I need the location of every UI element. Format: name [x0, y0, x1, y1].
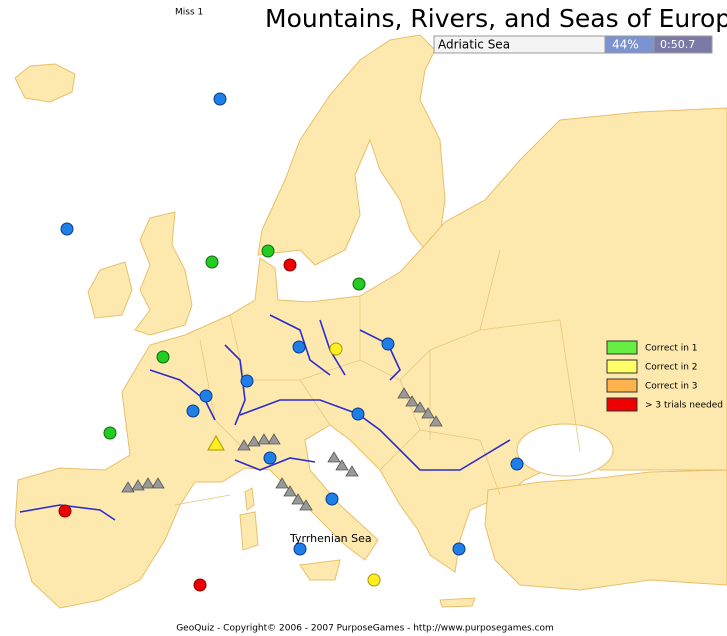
corsica	[244, 487, 255, 511]
sicily	[299, 559, 341, 581]
marker[interactable]	[293, 542, 307, 556]
marker[interactable]	[186, 404, 200, 418]
river	[359, 329, 401, 381]
marker[interactable]	[452, 542, 466, 556]
dinaric-alps	[327, 451, 359, 477]
legend-label: Correct in 2	[645, 363, 698, 373]
title: Mountains, Rivers, and Seas of Europe	[265, 4, 727, 33]
marker[interactable]	[156, 350, 170, 364]
river	[19, 504, 116, 521]
alps	[237, 433, 281, 451]
markers[interactable]	[58, 92, 524, 592]
river	[234, 457, 316, 471]
turkey	[484, 469, 727, 591]
marker[interactable]	[199, 389, 213, 403]
rivers	[19, 314, 511, 521]
marker[interactable]	[329, 342, 343, 356]
timer-box	[653, 35, 713, 54]
marker[interactable]	[351, 407, 365, 421]
footer: GeoQuiz - Copyright© 2006 - 2007 Purpose…	[176, 624, 554, 634]
progress: 44%	[612, 38, 639, 52]
map	[14, 34, 727, 609]
legend-swatch	[606, 340, 638, 355]
marker[interactable]	[193, 578, 207, 592]
river	[239, 399, 511, 471]
ireland	[87, 261, 133, 319]
marker[interactable]	[325, 492, 339, 506]
marker[interactable]	[213, 92, 227, 106]
black-sea	[516, 423, 614, 477]
legend-swatch	[606, 397, 638, 412]
great-britain	[134, 211, 193, 336]
marker[interactable]	[240, 374, 254, 388]
marker[interactable]	[292, 340, 306, 354]
marker[interactable]	[261, 244, 275, 258]
marker[interactable]	[283, 258, 297, 272]
marker[interactable]	[60, 222, 74, 236]
marker[interactable]	[510, 457, 524, 471]
legend-label: Correct in 3	[645, 382, 698, 392]
marker[interactable]	[207, 434, 225, 451]
legend-swatch	[606, 359, 638, 374]
legend-swatch	[606, 378, 638, 393]
mountains	[121, 387, 443, 511]
timer: 0:50.7	[660, 38, 695, 51]
question: Adriatic Sea	[438, 38, 510, 52]
legend-label: Correct in 1	[645, 344, 698, 354]
marker[interactable]	[103, 426, 117, 440]
carpathians	[397, 387, 443, 427]
pyrenees	[121, 477, 165, 493]
map-label: Tyrrhenian Sea	[289, 532, 372, 545]
marker[interactable]	[367, 573, 381, 587]
river	[149, 369, 216, 421]
apennines	[275, 477, 313, 511]
marker[interactable]	[58, 504, 72, 518]
miss-counter: Miss 1	[175, 8, 203, 18]
continent	[14, 107, 727, 609]
sardinia	[239, 511, 259, 551]
marker[interactable]	[381, 337, 395, 351]
legend-label: > 3 trials needed	[645, 401, 723, 411]
iceland	[14, 63, 76, 103]
marker[interactable]	[352, 277, 366, 291]
marker[interactable]	[205, 255, 219, 269]
crete	[439, 597, 476, 608]
marker[interactable]	[263, 451, 277, 465]
legend: Correct in 1 Correct in 2 Correct in 3 >…	[606, 340, 723, 412]
scandinavia	[257, 34, 446, 266]
